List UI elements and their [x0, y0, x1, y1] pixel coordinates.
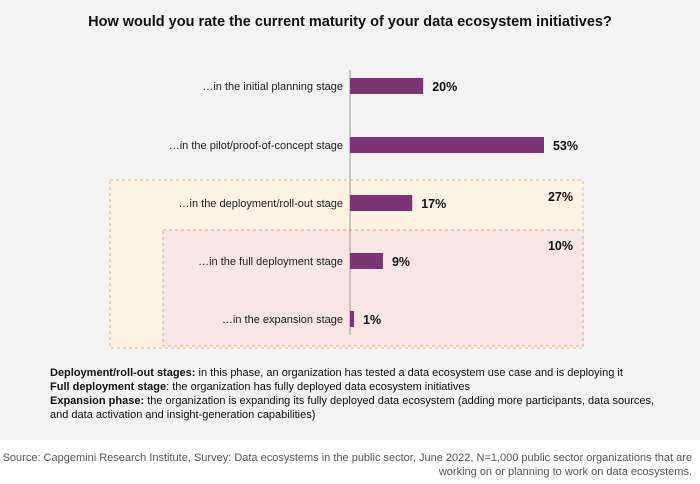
category-label: …in the deployment/roll-out stage: [179, 198, 343, 210]
bar-chart: …in the initial planning stage 20% …in the…: [109, 70, 584, 349]
note-expansion: Expansion phase: the organization is exp…: [50, 395, 655, 421]
category-label: …in the pilot/proof-of-concept stage: [169, 140, 343, 152]
bar: [350, 253, 383, 269]
note-full-deployment: Full deployment stage: the organization …: [50, 381, 471, 393]
chart-title: How would you rate the current maturity …: [88, 14, 612, 30]
value-label: 20%: [432, 80, 457, 94]
bar: [350, 311, 354, 327]
note-deployment: Deployment/roll-out stages: in this phas…: [50, 367, 623, 379]
category-label: …in the expansion stage: [222, 314, 343, 326]
source-note: Source: Capgemini Research Institute, Su…: [2, 452, 692, 478]
group-label-1: 27%: [548, 190, 573, 204]
value-label: 9%: [392, 255, 410, 269]
value-label: 53%: [553, 139, 578, 153]
value-label: 17%: [421, 197, 446, 211]
category-label: …in the initial planning stage: [202, 81, 343, 93]
bar: [350, 137, 544, 153]
group-box-2: [162, 229, 584, 347]
definitions-notes: Deployment/roll-out stages: in this phas…: [50, 366, 670, 422]
category-label: …in the full deployment stage: [198, 256, 343, 268]
value-label: 1%: [363, 313, 381, 327]
group-label-2: 10%: [548, 239, 573, 253]
bar: [350, 78, 424, 94]
bar: [350, 195, 413, 211]
